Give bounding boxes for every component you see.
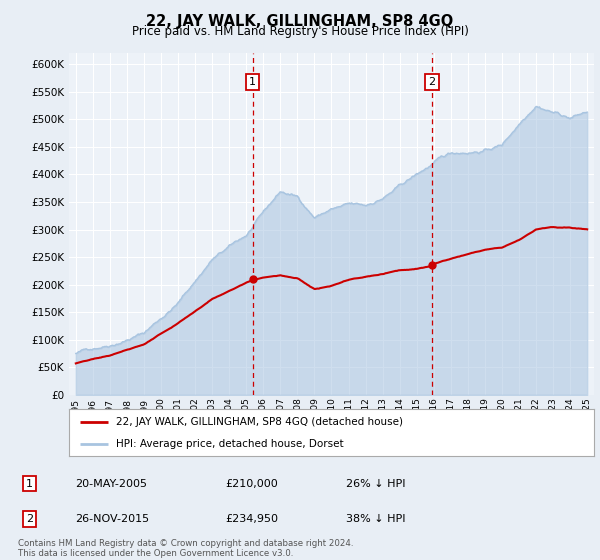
Text: Price paid vs. HM Land Registry's House Price Index (HPI): Price paid vs. HM Land Registry's House … [131, 25, 469, 38]
Text: 20-MAY-2005: 20-MAY-2005 [76, 479, 148, 489]
Text: 26% ↓ HPI: 26% ↓ HPI [346, 479, 406, 489]
Text: £234,950: £234,950 [225, 514, 278, 524]
Text: 26-NOV-2015: 26-NOV-2015 [76, 514, 149, 524]
Text: 22, JAY WALK, GILLINGHAM, SP8 4GQ: 22, JAY WALK, GILLINGHAM, SP8 4GQ [146, 14, 454, 29]
Text: 2: 2 [26, 514, 33, 524]
Text: Contains HM Land Registry data © Crown copyright and database right 2024.
This d: Contains HM Land Registry data © Crown c… [18, 539, 353, 558]
Text: 2: 2 [428, 77, 436, 87]
Text: 1: 1 [26, 479, 33, 489]
Text: HPI: Average price, detached house, Dorset: HPI: Average price, detached house, Dors… [116, 439, 344, 449]
Text: 38% ↓ HPI: 38% ↓ HPI [346, 514, 406, 524]
Text: £210,000: £210,000 [225, 479, 278, 489]
Text: 1: 1 [249, 77, 256, 87]
Text: 22, JAY WALK, GILLINGHAM, SP8 4GQ (detached house): 22, JAY WALK, GILLINGHAM, SP8 4GQ (detac… [116, 417, 403, 427]
